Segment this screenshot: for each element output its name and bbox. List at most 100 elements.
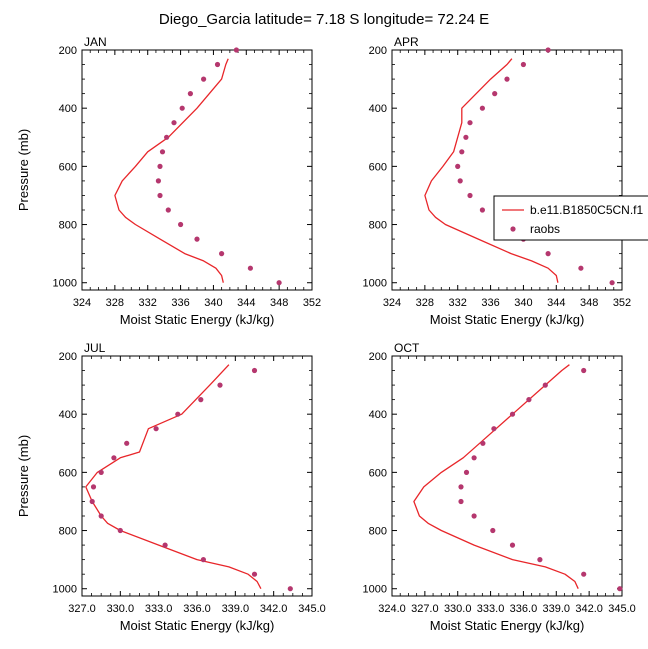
- raobs-point: [545, 47, 551, 53]
- x-tick-label: 352: [613, 297, 631, 309]
- y-tick-label: 800: [59, 526, 77, 538]
- x-tick-label: 324.0: [378, 603, 406, 615]
- raobs-point: [179, 105, 185, 111]
- x-tick-label: 333.0: [145, 603, 173, 615]
- y-tick-label: 1000: [53, 278, 77, 290]
- x-axis-title: Moist Static Energy (kJ/kg): [120, 312, 275, 327]
- raobs-point: [463, 134, 469, 140]
- raobs-point: [467, 120, 473, 126]
- x-tick-label: 333.0: [477, 603, 505, 615]
- raobs-point: [276, 280, 282, 286]
- x-tick-label: 352: [303, 297, 321, 309]
- raobs-point: [509, 411, 516, 417]
- y-tick-label: 800: [369, 220, 387, 232]
- figure-title: Diego_Garcia latitude= 7.18 S longitude=…: [159, 11, 489, 28]
- raobs-point: [98, 469, 104, 475]
- raobs-point: [194, 236, 200, 242]
- raobs-point: [490, 527, 496, 534]
- raobs-point: [89, 498, 95, 505]
- y-tick-label: 600: [369, 161, 387, 173]
- raobs-point: [457, 178, 463, 184]
- y-tick-label: 400: [369, 103, 387, 115]
- plot-frame: [81, 49, 313, 291]
- legend-box: [493, 195, 648, 241]
- x-tick-label: 330.0: [107, 603, 135, 615]
- raobs-point: [217, 382, 223, 388]
- x-tick-label: 328: [106, 297, 124, 309]
- x-axis-title: Moist Static Energy (kJ/kg): [120, 618, 275, 633]
- x-tick-label: 339.0: [222, 603, 250, 615]
- raobs-point: [165, 207, 171, 213]
- legend-marker-swatch: [510, 226, 516, 232]
- y-axis-title: Pressure (mb): [16, 435, 31, 517]
- y-tick-label: 200: [369, 351, 387, 363]
- raobs-point: [251, 571, 258, 577]
- x-tick-label: 332: [139, 297, 157, 309]
- raobs-point: [520, 61, 527, 68]
- y-tick-label: 400: [59, 103, 77, 115]
- x-tick-label: 342.0: [575, 603, 603, 615]
- raobs-point: [164, 134, 170, 140]
- y-tick-label: 800: [369, 526, 387, 538]
- panel-jan: JAN 324 328 332 336 340 344 348 352 200 400 600 800 1…: [16, 35, 321, 327]
- legend-label-model: b.e11.B1850C5CN.f1: [530, 203, 644, 217]
- raobs-point: [479, 105, 485, 111]
- raobs-point: [458, 498, 464, 505]
- raobs-point: [157, 192, 163, 199]
- raobs-point: [471, 513, 477, 519]
- y-tick-label: 200: [59, 45, 77, 57]
- y-tick-label: 600: [369, 467, 387, 479]
- raobs-point: [219, 251, 225, 257]
- raobs-point: [455, 163, 461, 169]
- x-tick-label: 330.0: [444, 603, 472, 615]
- raobs-point: [480, 440, 486, 446]
- y-tick-label: 400: [59, 409, 77, 421]
- panel-jul: JUL 327.0 330.0 333.0 336.0 339.0 342.0 345.0 20…: [16, 341, 326, 633]
- plot-frame: [391, 355, 623, 597]
- raobs-point: [247, 265, 253, 271]
- raobs-point: [491, 426, 497, 432]
- panel-label: OCT: [394, 341, 420, 355]
- series-line-model: [413, 364, 579, 589]
- raobs-point: [463, 469, 470, 475]
- raobs-point: [617, 586, 623, 592]
- raobs-point: [117, 527, 123, 534]
- x-tick-label: 345.0: [608, 603, 636, 615]
- raobs-point: [458, 484, 464, 490]
- raobs-point: [467, 192, 473, 199]
- panel-label: JUL: [84, 341, 106, 355]
- x-tick-label: 348: [580, 297, 598, 309]
- raobs-point: [251, 367, 258, 374]
- raobs-point: [479, 207, 485, 213]
- x-tick-label: 339.0: [543, 603, 571, 615]
- x-tick-label: 327.0: [68, 603, 96, 615]
- y-tick-label: 800: [59, 220, 77, 232]
- raobs-point: [581, 571, 587, 577]
- x-tick-label: 340: [204, 297, 222, 309]
- series-line-model: [424, 58, 559, 283]
- raobs-point: [198, 397, 204, 403]
- x-tick-label: 324: [383, 297, 401, 309]
- raobs-point: [111, 455, 117, 461]
- raobs-point: [155, 178, 161, 184]
- x-axis-title: Moist Static Energy (kJ/kg): [430, 618, 585, 633]
- raobs-point: [581, 367, 587, 374]
- raobs-point: [287, 586, 293, 592]
- panel-oct: OCT 324.0 327.0 330.0 333.0 336.0 339.0 342.0 34…: [363, 341, 636, 633]
- raobs-point: [90, 484, 97, 490]
- x-tick-label: 327.0: [411, 603, 439, 615]
- raobs-point: [178, 221, 184, 228]
- x-tick-label: 345.0: [298, 603, 326, 615]
- x-tick-label: 336: [481, 297, 499, 309]
- y-tick-label: 600: [59, 467, 77, 479]
- x-tick-label: 336.0: [183, 603, 211, 615]
- panel-apr: APR 324 328 332 336 340 344 348 352 200 400 600 800 1…: [363, 35, 632, 327]
- raobs-point: [509, 542, 516, 548]
- raobs-point: [200, 557, 206, 563]
- x-tick-label: 344: [547, 297, 565, 309]
- x-tick-label: 328: [416, 297, 434, 309]
- plot-frame: [391, 49, 623, 291]
- x-tick-label: 324: [73, 297, 91, 309]
- raobs-point: [153, 426, 159, 432]
